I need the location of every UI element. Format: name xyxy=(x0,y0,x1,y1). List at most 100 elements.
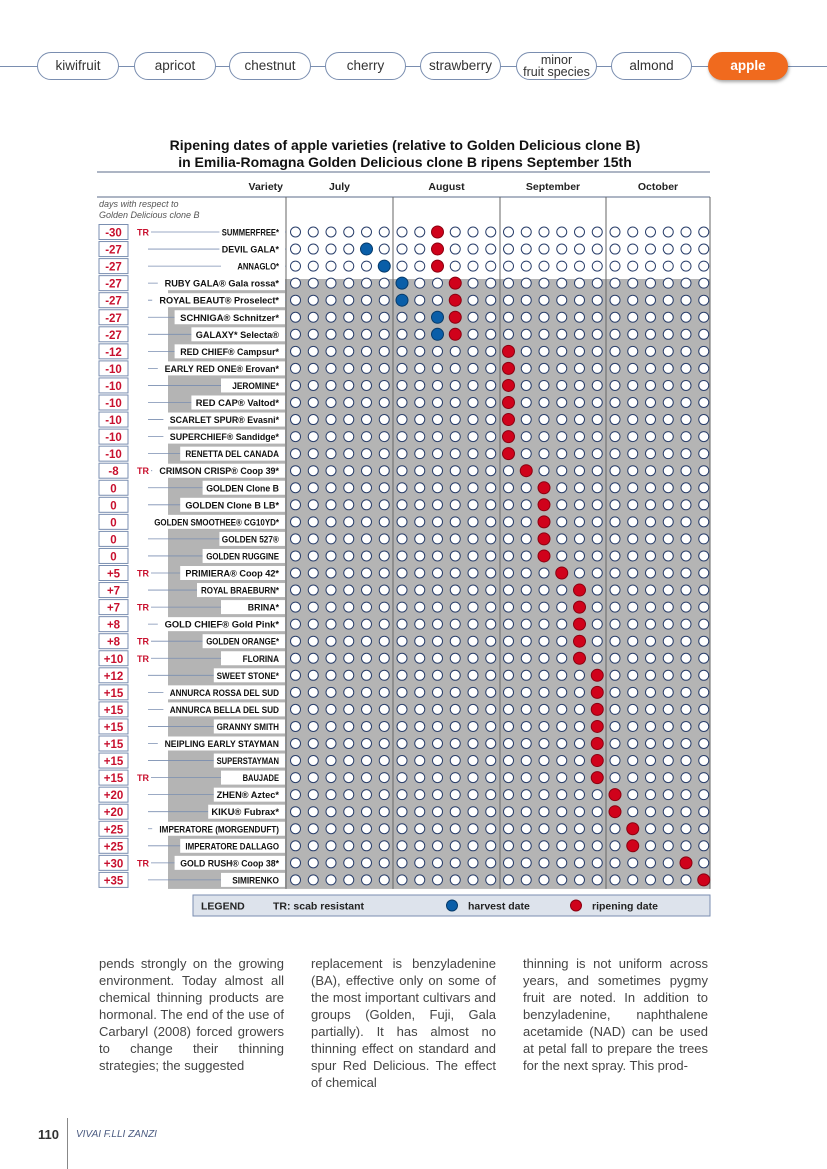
empty-dot xyxy=(662,703,674,715)
empty-dot xyxy=(538,328,550,340)
empty-dot xyxy=(414,755,426,767)
empty-dot xyxy=(503,720,514,732)
empty-dot xyxy=(449,755,461,767)
empty-dot xyxy=(520,584,532,596)
empty-dot xyxy=(449,823,461,835)
empty-dot xyxy=(467,379,479,391)
ripening-dot xyxy=(573,651,586,665)
empty-dot xyxy=(378,431,390,443)
empty-dot xyxy=(432,806,443,818)
days-box xyxy=(98,820,129,837)
ripening-dot xyxy=(590,719,604,733)
empty-dot xyxy=(378,584,390,596)
empty-dot xyxy=(645,465,656,477)
empty-dot xyxy=(432,533,443,545)
empty-dot xyxy=(591,397,603,408)
tab-chestnut[interactable]: chestnut xyxy=(229,52,311,80)
empty-dot xyxy=(325,686,337,698)
variety-name-bg xyxy=(163,412,285,427)
empty-dot xyxy=(396,669,408,681)
variety-name-bg xyxy=(213,787,285,802)
empty-dot xyxy=(361,789,372,801)
days-box xyxy=(98,667,129,684)
empty-dot xyxy=(538,294,550,306)
empty-dot xyxy=(290,379,301,391)
empty-dot xyxy=(591,345,603,357)
empty-dot xyxy=(520,652,532,664)
empty-dot xyxy=(627,550,639,562)
variety-name-bg xyxy=(221,600,285,615)
empty-dot xyxy=(325,482,337,494)
empty-dot xyxy=(290,516,301,528)
tab-strawberry[interactable]: strawberry xyxy=(420,52,501,80)
empty-dot xyxy=(520,516,532,528)
days-box xyxy=(98,530,129,547)
empty-dot xyxy=(432,345,443,357)
empty-dot xyxy=(290,618,301,630)
empty-dot xyxy=(307,448,319,460)
empty-dot xyxy=(290,772,301,784)
empty-dot xyxy=(662,294,674,306)
empty-dot xyxy=(290,345,301,357)
empty-dot xyxy=(485,397,497,408)
empty-dot xyxy=(361,652,372,664)
empty-dot xyxy=(307,397,319,408)
empty-dot xyxy=(662,328,674,340)
empty-dot xyxy=(609,362,621,374)
tab-minor[interactable]: minor fruit species xyxy=(516,52,597,80)
empty-dot xyxy=(574,720,585,732)
empty-dot xyxy=(574,499,585,511)
empty-dot xyxy=(307,806,319,818)
empty-dot xyxy=(662,772,674,784)
days-value: +8 xyxy=(107,620,121,632)
days-box xyxy=(98,633,129,650)
empty-dot xyxy=(574,738,585,749)
empty-dot xyxy=(645,755,656,767)
empty-dot xyxy=(378,567,390,579)
days-box xyxy=(98,752,129,769)
days-value: -10 xyxy=(105,415,122,427)
tab-apricot[interactable]: apricot xyxy=(134,52,216,80)
empty-dot xyxy=(307,294,319,306)
empty-dot xyxy=(325,567,337,579)
empty-dot xyxy=(361,362,372,374)
empty-dot xyxy=(361,686,372,698)
empty-dot xyxy=(378,857,390,869)
empty-dot xyxy=(290,550,301,562)
tab-cherry[interactable]: cherry xyxy=(325,52,406,80)
empty-dot xyxy=(414,806,426,818)
empty-dot xyxy=(556,618,568,630)
empty-dot xyxy=(307,823,319,835)
empty-dot xyxy=(591,226,603,238)
empty-dot xyxy=(556,652,568,664)
empty-dot xyxy=(290,823,301,835)
empty-dot xyxy=(307,738,319,749)
empty-dot xyxy=(556,414,568,426)
empty-dot xyxy=(432,669,443,681)
days-value: +15 xyxy=(104,722,124,734)
empty-dot xyxy=(307,243,319,255)
empty-dot xyxy=(627,806,639,818)
empty-dot xyxy=(449,362,461,374)
tab-apple[interactable]: apple xyxy=(708,52,788,80)
variety-name-bg xyxy=(180,566,285,580)
empty-dot xyxy=(680,823,692,835)
empty-dot xyxy=(361,618,372,630)
empty-dot xyxy=(378,465,390,477)
tab-almond[interactable]: almond xyxy=(611,52,692,80)
empty-dot xyxy=(520,226,532,238)
empty-dot xyxy=(290,277,301,289)
tab-kiwifruit[interactable]: kiwifruit xyxy=(37,52,119,80)
empty-dot xyxy=(645,533,656,545)
empty-dot xyxy=(627,414,639,426)
empty-dot xyxy=(432,772,443,784)
empty-dot xyxy=(432,618,443,630)
empty-dot xyxy=(627,720,639,732)
empty-dot xyxy=(591,414,603,426)
empty-dot xyxy=(378,226,390,238)
empty-dot xyxy=(645,379,656,391)
empty-dot xyxy=(520,448,532,460)
tr-badge xyxy=(134,225,151,239)
empty-dot xyxy=(538,567,550,579)
empty-dot xyxy=(645,448,656,460)
